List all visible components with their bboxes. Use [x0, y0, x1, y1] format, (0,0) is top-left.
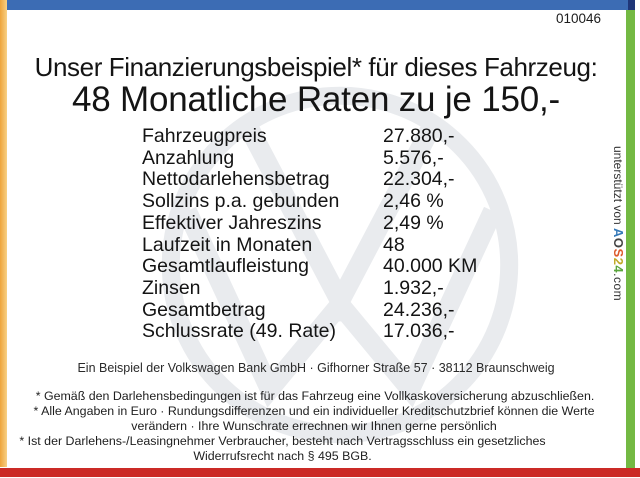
- row-label: Laufzeit in Monaten: [142, 233, 313, 256]
- row-label: Nettodarlehensbetrag: [142, 168, 330, 191]
- row-label: Schlussrate (49. Rate): [142, 320, 337, 343]
- table-row: Gesamtbetrag 24.236,-: [142, 298, 477, 322]
- logo-char-2: 2: [611, 257, 626, 266]
- row-label: Fahrzeugpreis: [142, 125, 267, 147]
- row-value: 1.932,-: [383, 276, 444, 299]
- table-row: Effektiver Jahreszins 2,49 %: [142, 211, 477, 235]
- row-value: 40.000 KM: [383, 255, 478, 278]
- bank-address-line: Ein Beispiel der Volkswagen Bank GmbH · …: [77, 361, 555, 375]
- table-row: Nettodarlehensbetrag 22.304,-: [142, 169, 477, 191]
- row-value: 17.036,-: [383, 320, 455, 343]
- row-value: 2,49 %: [383, 211, 444, 234]
- logo-char-s: S: [611, 248, 626, 258]
- page-title: Unser Finanzierungsbeispiel* für dieses …: [34, 52, 598, 82]
- logo-char-a: A: [611, 228, 626, 238]
- logo-char-com: .com: [611, 273, 625, 302]
- aos24-logo: AOS24.com: [611, 228, 626, 301]
- border-bottom-red-bar: [0, 468, 640, 477]
- row-value: 27.880,-: [383, 125, 455, 147]
- doc-number: 010046: [555, 11, 601, 26]
- footnotes-block: * Gemäß den Darlehensbedingungen ist für…: [10, 389, 620, 464]
- row-label: Sollzins p.a. gebunden: [142, 190, 340, 213]
- table-row: Laufzeit in Monaten 48: [142, 233, 477, 257]
- row-value: 48: [383, 233, 405, 256]
- finance-table: Fahrzeugpreis 27.880,- Anzahlung 5.576,-…: [142, 125, 477, 343]
- row-value: 22.304,-: [383, 168, 455, 191]
- row-label: Zinsen: [142, 276, 201, 299]
- row-label: Gesamtlaufleistung: [142, 255, 309, 278]
- border-left-yellow-strip: [0, 0, 7, 467]
- row-label: Gesamtbetrag: [142, 298, 266, 321]
- supported-by-label: unterstützt von: [611, 146, 625, 229]
- supported-by-vertical-text: unterstützt von AOS24.com: [611, 146, 626, 346]
- border-top-navy-cap: [628, 0, 635, 13]
- table-row: Schlussrate (49. Rate) 17.036,-: [142, 321, 477, 343]
- table-row: Anzahlung 5.576,-: [142, 146, 477, 170]
- logo-char-o: O: [611, 237, 626, 249]
- table-row: Fahrzeugpreis 27.880,-: [142, 125, 477, 148]
- row-label: Effektiver Jahreszins: [142, 211, 322, 234]
- row-value: 5.576,-: [383, 146, 444, 169]
- footnote-euro-rounding: * Alle Angaben in Euro · Rundungsdiffere…: [33, 404, 595, 433]
- footnote-withdrawal-right: * Ist der Darlehens-/Leasingnehmer Verbr…: [19, 434, 546, 463]
- row-label: Anzahlung: [142, 146, 235, 169]
- page-subtitle-rate: 48 Monatliche Raten zu je 150,-: [72, 80, 560, 119]
- vw-logo-icon: [161, 86, 519, 444]
- row-value: 24.236,-: [383, 298, 455, 321]
- logo-char-4: 4: [611, 265, 626, 274]
- table-row: Sollzins p.a. gebunden 2,46 %: [142, 190, 477, 213]
- table-row: Zinsen 1.932,-: [142, 276, 477, 300]
- border-right-green-strip: [626, 10, 635, 468]
- table-row: Gesamtlaufleistung 40.000 KM: [142, 256, 477, 278]
- row-value: 2,46 %: [383, 190, 444, 213]
- footnote-insurance: * Gemäß den Darlehensbedingungen ist für…: [35, 389, 595, 403]
- border-top-blue-bar: [7, 0, 628, 10]
